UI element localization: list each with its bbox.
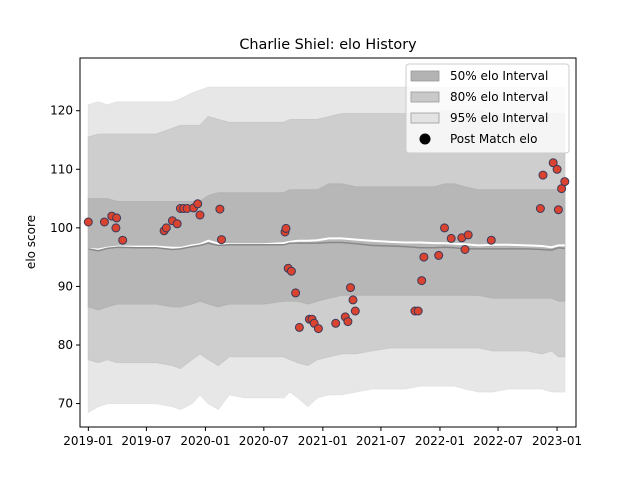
x-tick-label: 2020-07	[239, 434, 289, 448]
y-tick-label: 90	[58, 279, 73, 293]
x-tick-label: 2020-01	[180, 434, 230, 448]
post-match-elo-point	[161, 223, 171, 233]
post-match-elo-point	[343, 317, 353, 327]
post-match-elo-point	[331, 318, 341, 328]
median-elo-line	[88, 237, 565, 251]
legend-swatch-band80	[410, 91, 440, 103]
post-match-elo-point	[118, 235, 128, 245]
post-match-elo-point	[560, 177, 570, 187]
plot-area	[83, 86, 570, 414]
post-match-elo-point	[413, 306, 423, 316]
post-match-elo-point	[294, 322, 304, 332]
post-match-elo-point	[313, 324, 323, 334]
post-match-elo-point	[99, 217, 109, 227]
x-tick-label: 2022-07	[473, 434, 523, 448]
legend: 50% elo Interval 80% elo Interval 95% elo …	[405, 63, 570, 154]
legend-label: 95% elo Interval	[450, 111, 548, 125]
legend-label: Post Match elo	[450, 132, 537, 146]
post-match-elo-point	[193, 199, 203, 209]
legend-swatch-band95	[410, 112, 440, 124]
x-tick-label: 2021-01	[298, 434, 348, 448]
post-match-elo-point	[286, 266, 296, 276]
legend-marker-post-match	[419, 133, 431, 145]
plot-frame	[79, 57, 577, 428]
post-match-elo-point	[538, 170, 548, 180]
post-match-elo-point	[112, 213, 122, 223]
y-tick-label: 70	[58, 397, 73, 411]
post-match-elo-point	[111, 223, 121, 233]
x-tick-label: 2021-07	[356, 434, 406, 448]
post-match-elo-point	[548, 158, 558, 168]
x-tick-label: 2019-01	[63, 434, 113, 448]
post-match-elo-point	[486, 235, 496, 245]
post-match-elo-point	[350, 306, 360, 316]
post-match-elo-point	[195, 210, 205, 220]
y-tick-label: 120	[50, 104, 73, 118]
chart-title: Charlie Shiel: elo History	[239, 37, 417, 53]
mean-elo-line	[88, 241, 565, 252]
post-match-elo-point	[535, 204, 545, 213]
post-match-elo-point	[434, 250, 444, 260]
post-match-elo-point	[217, 235, 226, 245]
x-tick-label: 2022-01	[415, 434, 465, 448]
post-match-elo-point	[291, 288, 301, 298]
x-tick-label: 2019-07	[121, 434, 171, 448]
post-match-elo-point	[281, 223, 291, 233]
post-match-elo-point	[419, 252, 429, 262]
legend-label: 50% elo Interval	[450, 69, 548, 83]
legend-box	[405, 63, 570, 154]
post-match-elo-point	[552, 164, 562, 174]
x-tick-label: 2023-01	[532, 434, 582, 448]
post-match-elo-point	[463, 230, 473, 240]
y-tick-label: 100	[50, 221, 73, 235]
post-match-elo-point	[348, 295, 358, 305]
post-match-elo-point	[460, 245, 470, 254]
post-match-elo-point	[553, 205, 563, 215]
post-match-elo-point	[172, 219, 182, 229]
y-axis-label: elo score	[24, 215, 38, 269]
post-match-elo-point	[83, 217, 93, 227]
post-match-elo-point	[215, 204, 225, 214]
y-tick-label: 80	[58, 338, 73, 352]
band-50-interval	[87, 183, 566, 311]
post-match-elo-point	[346, 283, 355, 293]
y-tick-label: 110	[50, 162, 73, 176]
legend-swatch-band50	[410, 70, 440, 82]
post-match-elo-point	[417, 276, 427, 286]
legend-label: 80% elo Interval	[450, 90, 548, 104]
axes: 2019-01 2019-07 2020-01 2020-07 2021-01 2021-…	[50, 104, 582, 448]
post-match-elo-point	[446, 233, 456, 243]
post-match-elo-point	[440, 223, 449, 233]
